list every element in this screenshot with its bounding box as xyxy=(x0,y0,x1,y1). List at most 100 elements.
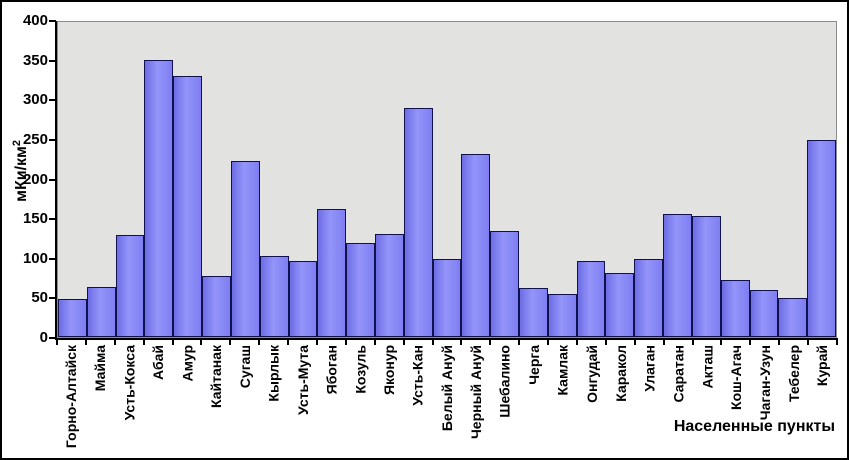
x-axis-title: Населенные пункты xyxy=(673,418,835,435)
x-tick-mark xyxy=(258,340,261,345)
x-tick-mark xyxy=(604,340,607,345)
x-category-label: Онгудай xyxy=(583,345,600,403)
x-category-label: Шебалино xyxy=(496,345,513,418)
x-category-label: Ябоган xyxy=(323,345,340,395)
bar xyxy=(490,230,519,337)
bar xyxy=(807,140,836,337)
x-category-label: Амур xyxy=(179,345,195,382)
bar xyxy=(202,276,231,337)
y-tick-mark xyxy=(49,297,56,300)
x-category-label: Усть-Кокса xyxy=(121,345,138,421)
bar xyxy=(432,259,462,337)
bar xyxy=(691,215,721,337)
x-category-label: Абай xyxy=(150,345,167,380)
x-tick-mark xyxy=(142,340,145,345)
bar xyxy=(778,297,808,337)
x-tick-mark xyxy=(778,340,781,345)
x-category-label: Камлак xyxy=(554,345,571,396)
bar xyxy=(86,286,116,337)
bar xyxy=(461,153,491,337)
x-tick-mark xyxy=(633,340,636,345)
bar xyxy=(720,280,750,337)
x-tick-mark xyxy=(460,340,463,345)
bar xyxy=(749,289,779,337)
x-category-label: Горно-Алтайск xyxy=(63,345,80,449)
x-tick-mark xyxy=(56,340,58,345)
x-tick-mark xyxy=(576,340,578,345)
x-category-label: Черга xyxy=(525,345,542,385)
y-tick-mark xyxy=(49,20,56,22)
bar xyxy=(547,294,577,337)
x-tick-mark xyxy=(287,340,290,345)
x-category-label: Сугаш xyxy=(236,345,253,389)
x-tick-mark xyxy=(344,340,347,345)
y-tick-mark xyxy=(49,178,56,181)
x-tick-mark xyxy=(518,340,521,345)
x-tick-mark xyxy=(489,340,492,345)
bar xyxy=(173,75,203,337)
y-axis-line xyxy=(55,21,57,340)
y-tick-label: 50 xyxy=(31,289,48,307)
x-category-label: Каракол xyxy=(612,345,629,402)
bar xyxy=(317,208,347,337)
x-category-label: Белый Ануй xyxy=(439,345,455,432)
x-tick-mark xyxy=(720,340,723,345)
bar xyxy=(288,261,318,337)
x-tick-mark xyxy=(547,340,550,345)
bar xyxy=(634,259,664,337)
bar xyxy=(259,255,289,337)
bar xyxy=(144,59,174,337)
x-tick-mark xyxy=(373,340,376,345)
y-tick-label: 400 xyxy=(22,12,48,29)
x-category-label: Кырлык xyxy=(265,345,282,402)
bars-container xyxy=(58,22,836,337)
plot-area xyxy=(57,21,837,338)
x-category-label: Тебелер xyxy=(785,345,802,402)
y-tick-label: 300 xyxy=(22,91,48,109)
bar xyxy=(115,234,145,337)
x-tick-mark xyxy=(402,340,405,345)
x-category-label: Курай xyxy=(814,345,831,387)
x-category-label: Акташ xyxy=(699,345,715,389)
x-category-label: Яконур xyxy=(381,345,398,396)
y-tick-label: 250 xyxy=(22,130,48,148)
x-tick-mark xyxy=(200,340,203,345)
bar xyxy=(403,107,433,337)
bar xyxy=(346,242,375,337)
x-tick-mark xyxy=(662,340,665,345)
y-tick-mark xyxy=(49,218,56,221)
y-tick-label: 0 xyxy=(39,329,48,346)
x-category-label: Усть-Мута xyxy=(294,345,311,415)
y-tick-mark xyxy=(49,99,56,102)
bar xyxy=(374,233,404,337)
x-tick-mark xyxy=(691,340,694,345)
x-category-label: Кайтанак xyxy=(207,345,224,408)
bar xyxy=(519,288,548,337)
y-tick-label: 350 xyxy=(22,51,48,69)
x-category-label: Козуль xyxy=(352,345,369,394)
x-axis-line xyxy=(55,338,838,340)
x-category-label: Улаган xyxy=(641,345,658,392)
bar xyxy=(58,299,87,337)
x-tick-mark xyxy=(836,340,838,345)
bar xyxy=(230,161,260,337)
bar xyxy=(576,261,606,337)
bar xyxy=(663,214,692,337)
y-tick-mark xyxy=(49,59,56,62)
bar xyxy=(605,273,635,337)
x-tick-mark xyxy=(113,340,116,345)
x-category-label: Саратан xyxy=(670,345,687,403)
y-tick-label: 150 xyxy=(22,210,48,228)
y-tick-label: 100 xyxy=(22,249,48,267)
y-tick-label: 200 xyxy=(22,170,48,188)
x-category-label: Чаган-Узун xyxy=(756,345,773,421)
x-category-label: Кош-Агач xyxy=(727,345,744,410)
y-tick-mark xyxy=(49,138,56,141)
y-tick-mark xyxy=(49,337,56,339)
x-category-label: Черный Ануй xyxy=(467,345,484,440)
x-category-label: Майма xyxy=(92,345,109,392)
x-tick-mark xyxy=(84,340,87,345)
x-tick-mark xyxy=(316,340,318,345)
x-category-label: Усть-Кан xyxy=(410,345,427,406)
